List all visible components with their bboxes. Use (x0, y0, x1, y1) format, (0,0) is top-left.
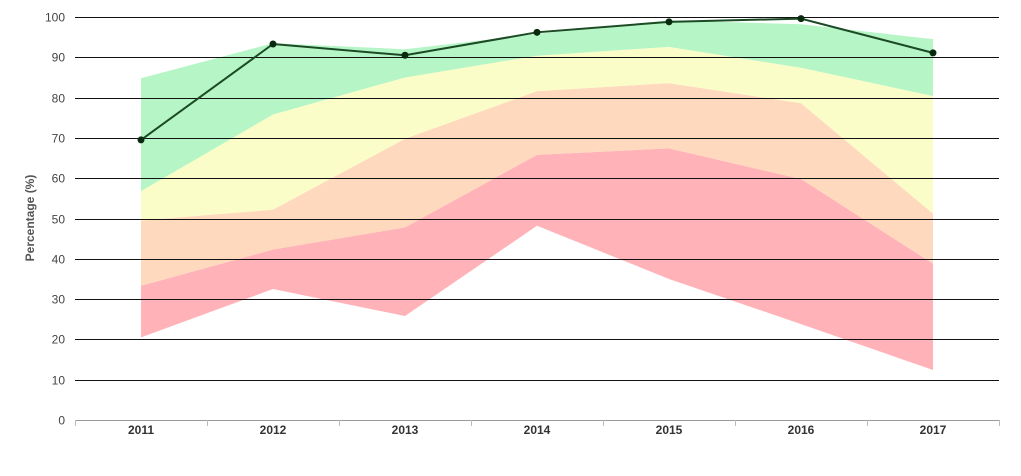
data-point-2017[interactable] (929, 49, 937, 57)
y-tick-label: 70 (52, 132, 66, 146)
y-tick-label: 90 (52, 51, 66, 65)
y-tick-label: 80 (52, 92, 66, 106)
gridlines (75, 17, 999, 421)
x-axis: 2011 2012 2013 2014 2015 2016 2017 (75, 420, 1000, 437)
band-2 (141, 83, 933, 286)
data-point-2016[interactable] (797, 15, 805, 23)
data-point-2011[interactable] (137, 136, 145, 144)
band-1 (141, 148, 933, 371)
data-point-2012[interactable] (269, 40, 277, 48)
y-axis-ticks: 0 10 20 30 40 50 60 70 80 90 100 (45, 11, 65, 428)
y-tick-label: 10 (52, 374, 66, 388)
x-tick-label: 2016 (788, 423, 815, 437)
y-axis-title: Percentage (%) (23, 175, 37, 262)
series-layer (137, 15, 937, 144)
x-tick-label: 2012 (260, 423, 287, 437)
y-tick-label: 0 (58, 414, 65, 428)
x-tick-label: 2011 (128, 423, 154, 437)
y-tick-label: 60 (52, 172, 66, 186)
y-tick-label: 40 (52, 253, 66, 267)
x-tick-label: 2015 (656, 423, 683, 437)
data-point-2014[interactable] (533, 28, 541, 36)
x-tick-label: 2014 (524, 423, 551, 437)
x-tick-label: 2013 (392, 423, 419, 437)
band-3 (141, 46, 933, 221)
data-point-2015[interactable] (665, 18, 673, 26)
y-tick-label: 50 (52, 213, 66, 227)
data-point-2013[interactable] (401, 51, 409, 59)
x-tick-label: 2017 (920, 423, 947, 437)
band-4 (141, 20, 933, 192)
y-tick-label: 20 (52, 333, 66, 347)
y-tick-label: 100 (45, 11, 65, 25)
y-tick-label: 30 (52, 293, 66, 307)
band-layer (141, 20, 933, 371)
